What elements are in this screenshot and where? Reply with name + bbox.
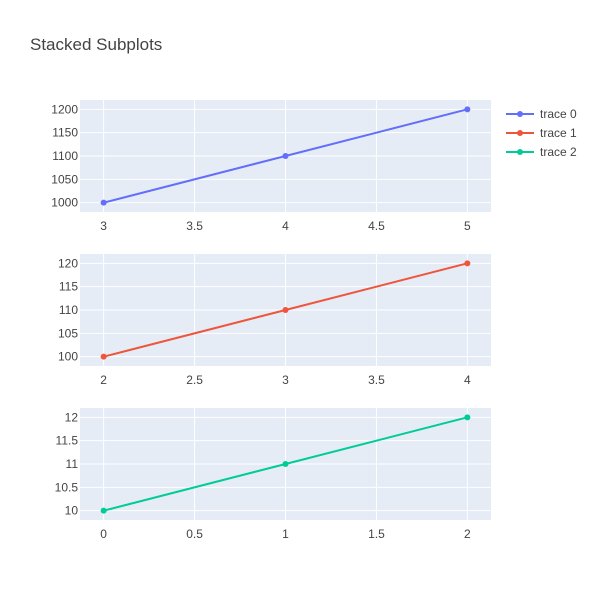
data-point	[100, 507, 107, 514]
y-tick-label: 10.5	[55, 480, 79, 494]
y-tick-label: 10	[65, 504, 79, 518]
data-point	[464, 414, 471, 421]
y-tick-label: 11.5	[56, 434, 79, 448]
x-tick-label: 3	[100, 219, 107, 233]
y-tick-label: 11	[66, 457, 79, 471]
x-tick-label: 1.5	[368, 527, 385, 541]
data-point	[282, 461, 289, 467]
subplot-1: 3 3.5 4 4.5 5 1000 1050 1100 1150 1200	[51, 100, 491, 233]
x-tick-label: 0.5	[186, 527, 203, 541]
y-tick-label: 120	[58, 256, 78, 270]
x-tick-label: 4.5	[368, 219, 385, 233]
x-tick-label: 4	[464, 373, 471, 387]
legend-marker	[517, 130, 523, 136]
legend-label: trace 0	[540, 107, 577, 121]
data-point	[282, 307, 289, 313]
x-tick-label: 3	[282, 373, 289, 387]
y-tick-label: 12	[65, 410, 79, 424]
x-tick-label: 5	[464, 219, 471, 233]
x-tick-label: 1	[282, 527, 289, 541]
legend-marker	[517, 111, 523, 117]
y-tick-label: 1000	[51, 196, 78, 210]
y-tick-label: 100	[58, 350, 78, 364]
legend: trace 0 trace 1 trace 2	[506, 107, 577, 159]
legend-marker	[517, 149, 523, 155]
x-tick-label: 3.5	[368, 373, 385, 387]
legend-label: trace 2	[540, 145, 577, 159]
data-point	[100, 199, 107, 206]
y-tick-label: 1200	[51, 102, 78, 116]
legend-item[interactable]: trace 1	[506, 126, 577, 140]
x-tick-label: 0	[100, 527, 107, 541]
legend-item[interactable]: trace 2	[506, 145, 577, 159]
y-tick-label: 1100	[52, 149, 78, 163]
y-tick-label: 115	[59, 280, 78, 294]
x-tick-label: 2	[100, 373, 107, 387]
y-tick-label: 110	[59, 303, 78, 317]
x-tick-label: 4	[282, 219, 289, 233]
y-tick-label: 1050	[51, 172, 78, 186]
data-point	[464, 260, 471, 267]
data-point	[282, 153, 289, 159]
subplot-2: 2 2.5 3 3.5 4 100 105 110 115 120	[58, 254, 491, 387]
data-point	[100, 353, 107, 360]
x-tick-label: 3.5	[186, 219, 203, 233]
chart-title: Stacked Subplots	[30, 35, 162, 54]
legend-label: trace 1	[540, 126, 577, 140]
x-tick-label: 2.5	[186, 373, 203, 387]
data-point	[464, 106, 471, 113]
y-tick-label: 105	[58, 326, 78, 340]
y-tick-label: 1150	[52, 126, 78, 140]
x-tick-label: 2	[464, 527, 471, 541]
legend-item[interactable]: trace 0	[506, 107, 577, 121]
